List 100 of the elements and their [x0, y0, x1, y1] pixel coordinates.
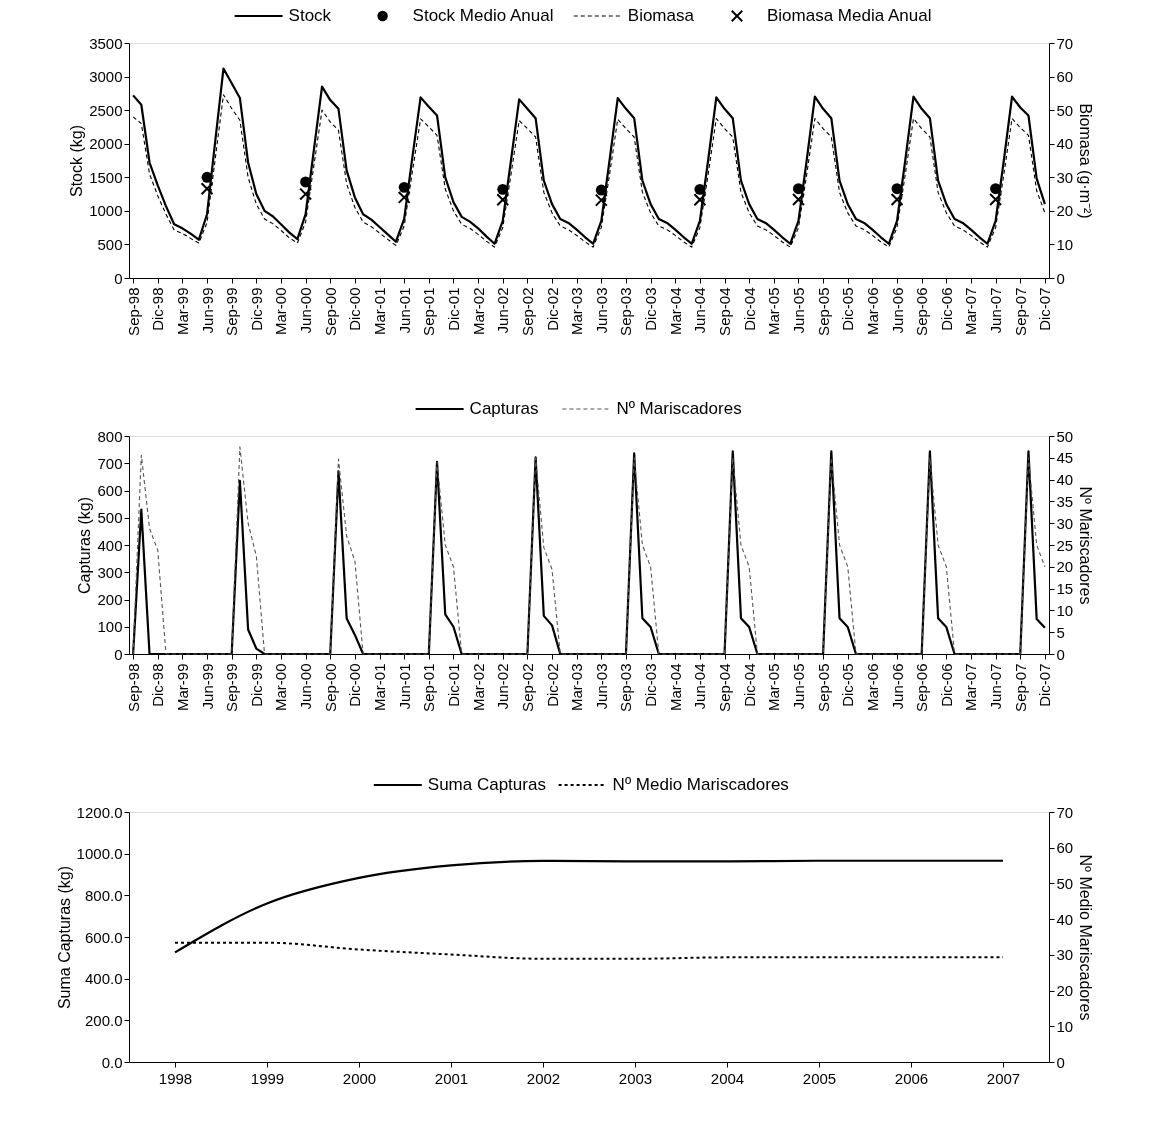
- x-tick-label: Jun-07: [987, 663, 1005, 710]
- y-tick-label: 100: [97, 618, 123, 636]
- x-tick-label: Sep-06: [913, 663, 931, 712]
- x-tick-label: Dic-01: [444, 663, 462, 707]
- legend-label: Biomasa: [627, 6, 695, 25]
- legend-label: Biomasa Media Anual: [767, 6, 932, 25]
- y2-tick-label: 25: [1056, 536, 1074, 554]
- x-tick-label: Jun-04: [691, 663, 709, 710]
- point: [791, 192, 805, 206]
- x-tick-label: Dic-98: [149, 287, 167, 331]
- point: [299, 187, 313, 201]
- y2-tick-label: 50: [1056, 427, 1074, 445]
- y2-tick-label: 60: [1056, 839, 1074, 857]
- x-tick-label: Jun-01: [395, 287, 413, 334]
- y2-tick-label: 30: [1056, 168, 1074, 186]
- x-tick-label: Dic-01: [444, 287, 462, 331]
- y-tick-label: 600.0: [84, 928, 123, 946]
- y2-tick-label: 5: [1056, 623, 1065, 641]
- legend-label: Stock: [288, 6, 332, 25]
- x-tick-label: Sep-03: [617, 663, 635, 712]
- x-tick-label: Mar-04: [666, 663, 684, 712]
- point: [694, 183, 706, 195]
- y-tick-label: 0.0: [101, 1053, 123, 1071]
- y2-tick-label: 30: [1056, 514, 1074, 532]
- x-tick-label: Jun-07: [987, 287, 1005, 334]
- x-tick-label: Sep-01: [420, 287, 438, 336]
- y-axis-title: Suma Capturas (kg): [55, 865, 73, 1010]
- y-tick-label: 500: [97, 235, 123, 253]
- x-tick-label: Sep-07: [1011, 663, 1029, 712]
- y2-tick-label: 45: [1056, 449, 1074, 467]
- x-tick-label: Dic-03: [642, 663, 660, 707]
- y2-tick-label: 20: [1056, 982, 1074, 1000]
- y-tick-label: 400: [97, 536, 123, 554]
- x-tick-label: 1998: [158, 1069, 193, 1087]
- legend-label: Capturas: [469, 399, 539, 418]
- x-tick-label: 2000: [342, 1069, 377, 1087]
- x-tick-label: Jun-99: [198, 287, 216, 334]
- x-tick-label: Sep-99: [223, 287, 241, 336]
- point: [990, 183, 1002, 195]
- legend-label: Nº Medio Mariscadores: [612, 775, 789, 794]
- y2-tick-label: 30: [1056, 946, 1074, 964]
- point: [200, 182, 214, 196]
- x-tick-label: Mar-01: [371, 287, 389, 336]
- x-tick-label: Dic-05: [839, 287, 857, 331]
- x-tick-label: 2007: [986, 1069, 1021, 1087]
- x-tick-label: Sep-00: [321, 287, 339, 336]
- x-tick-label: Mar-06: [863, 287, 881, 336]
- x-tick-label: Dic-06: [937, 287, 955, 331]
- x-tick-label: Dic-07: [1036, 287, 1054, 331]
- x-tick-label: Sep-02: [518, 287, 536, 336]
- y2-tick-label: 10: [1056, 1017, 1074, 1035]
- x-tick-label: Sep-06: [913, 287, 931, 336]
- x-tick-label: 2004: [710, 1069, 745, 1087]
- x-tick-label: Sep-03: [617, 287, 635, 336]
- x-tick-label: Mar-06: [863, 663, 881, 712]
- y2-tick-label: 10: [1056, 601, 1074, 619]
- x-tick-label: Mar-99: [173, 663, 191, 712]
- y2-tick-label: 60: [1056, 68, 1074, 86]
- y-tick-label: 3500: [89, 34, 123, 52]
- x-tick-label: 2001: [434, 1069, 469, 1087]
- y-tick-label: 1000: [89, 202, 123, 220]
- x-tick-label: Sep-98: [124, 663, 142, 712]
- x-tick-label: Jun-04: [691, 287, 709, 334]
- x-tick-label: Sep-04: [716, 663, 734, 712]
- y2-tick-label: 0: [1056, 645, 1065, 663]
- x-tick-label: Mar-07: [962, 287, 980, 336]
- point: [693, 193, 707, 207]
- y2-tick-label: 20: [1056, 558, 1074, 576]
- x-tick-label: Jun-01: [395, 663, 413, 710]
- y2-axis-title: Biomasa (g·m⁻²): [1077, 103, 1095, 219]
- point: [201, 171, 213, 183]
- x-tick-label: Sep-07: [1011, 287, 1029, 336]
- y-tick-label: 0: [114, 645, 123, 663]
- x-tick-label: Mar-02: [469, 287, 487, 336]
- x-tick-label: Jun-00: [297, 663, 315, 710]
- x-tick-label: Mar-03: [568, 287, 586, 336]
- x-tick-label: Sep-02: [518, 663, 536, 712]
- x-tick-label: Dic-99: [247, 663, 265, 707]
- x-tick-label: 1999: [250, 1069, 285, 1087]
- x-tick-label: Dic-02: [543, 663, 561, 707]
- x-tick-label: Jun-03: [592, 287, 610, 334]
- y2-tick-label: 10: [1056, 235, 1074, 253]
- point: [594, 193, 608, 207]
- y-tick-label: 2500: [89, 101, 123, 119]
- y-tick-label: 400.0: [84, 970, 123, 988]
- x-tick-label: Mar-01: [371, 663, 389, 712]
- y2-tick-label: 70: [1056, 803, 1074, 821]
- x-tick-label: Sep-00: [321, 663, 339, 712]
- y2-tick-label: 0: [1056, 269, 1065, 287]
- x-tick-label: Sep-01: [420, 663, 438, 712]
- x-tick-label: Sep-04: [716, 287, 734, 336]
- x-tick-label: Sep-05: [814, 663, 832, 712]
- x-tick-label: Mar-02: [469, 663, 487, 712]
- x-tick-label: Mar-99: [173, 287, 191, 336]
- x-tick-label: Jun-06: [888, 663, 906, 710]
- point: [398, 181, 410, 193]
- x-tick-label: Dic-00: [346, 663, 364, 707]
- x-tick-label: 2003: [618, 1069, 653, 1087]
- point: [300, 176, 312, 188]
- y-tick-label: 1200.0: [76, 803, 123, 821]
